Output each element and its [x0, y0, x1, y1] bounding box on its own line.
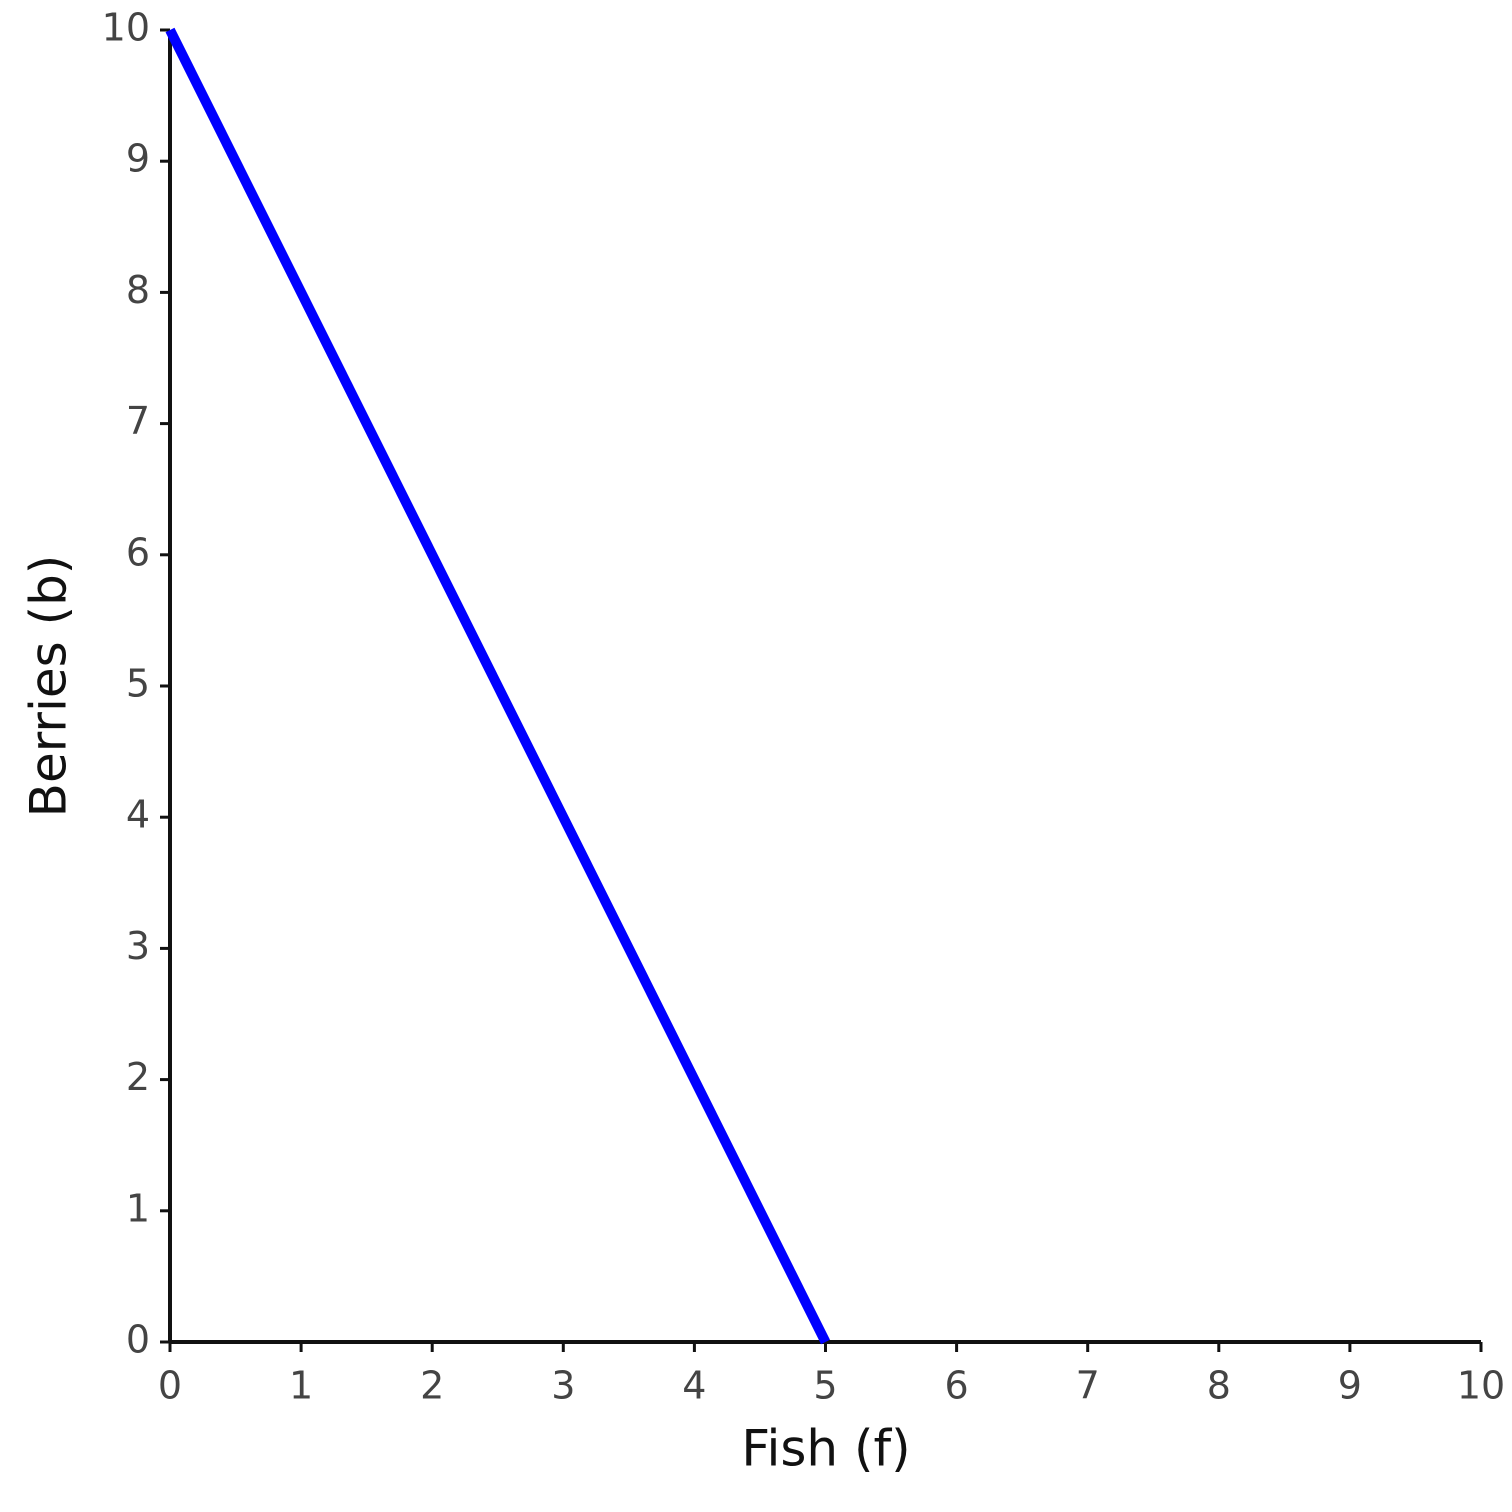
- y-tick-label: 8: [126, 268, 150, 312]
- x-tick-label: 3: [551, 1364, 575, 1408]
- y-tick-label: 3: [126, 924, 150, 968]
- x-tick-label: 5: [813, 1364, 837, 1408]
- y-tick-label: 2: [126, 1055, 150, 1099]
- x-tick-label: 7: [1076, 1364, 1100, 1408]
- x-tick-label: 4: [682, 1364, 706, 1408]
- line: [165, 27, 830, 1345]
- y-tick-label: 0: [126, 1318, 150, 1362]
- x-tick-label: 1: [289, 1364, 313, 1408]
- y-tick-label: 10: [102, 6, 150, 50]
- y-tick-label: 9: [126, 137, 150, 181]
- y-tick-label: 5: [126, 662, 150, 706]
- y-tick-label: 1: [126, 1186, 150, 1230]
- y-axis-label: Berries (b): [20, 555, 78, 818]
- x-tick-label: 0: [158, 1364, 182, 1408]
- y-tick-label: 6: [126, 530, 150, 574]
- x-tick-label: 9: [1338, 1364, 1362, 1408]
- x-tick-label: 8: [1207, 1364, 1231, 1408]
- x-tick-label: 10: [1457, 1364, 1505, 1408]
- x-tick-label: 2: [420, 1364, 444, 1408]
- y-tick-label: 4: [126, 793, 150, 837]
- x-tick-label: 6: [945, 1364, 969, 1408]
- x-axis-label: Fish (f): [741, 1420, 910, 1478]
- y-tick-label: 7: [126, 399, 150, 443]
